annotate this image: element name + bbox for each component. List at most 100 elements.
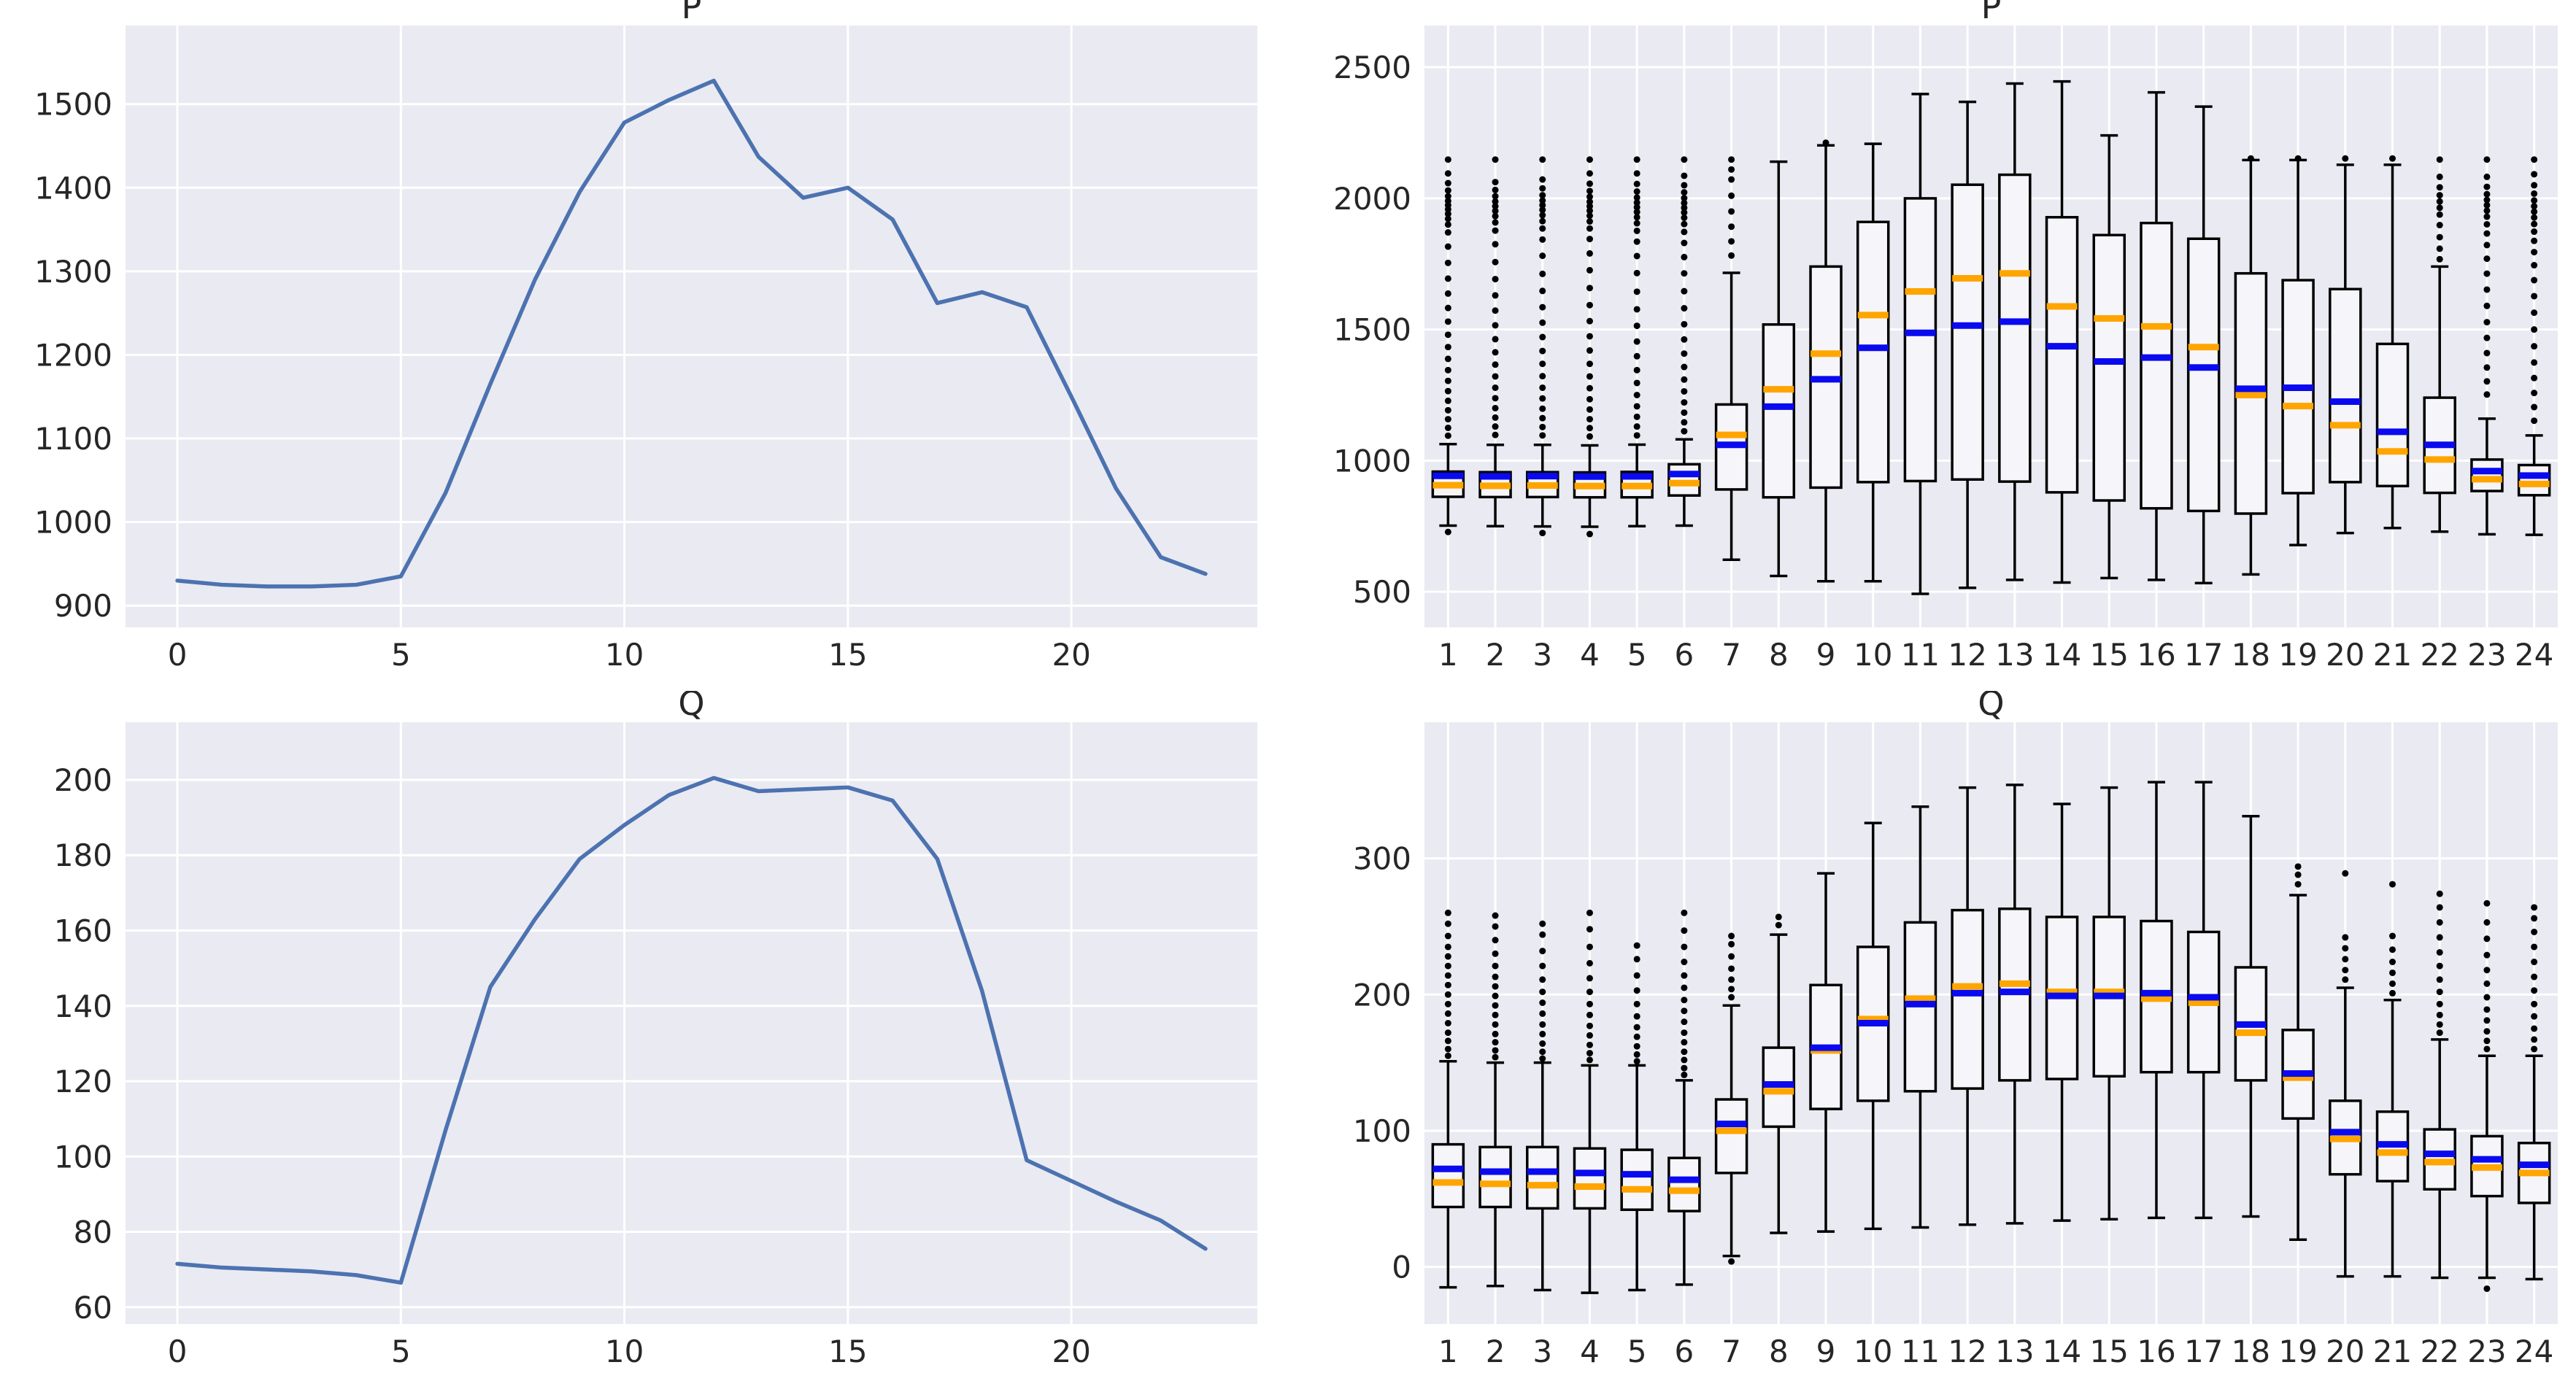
outlier-dot (1539, 405, 1546, 412)
line-series (175, 78, 1208, 589)
outlier-dot (1444, 377, 1451, 384)
outlier-dot (1444, 1052, 1451, 1059)
outlier-dot (2531, 214, 2538, 221)
outlier-dot (1633, 306, 1640, 313)
chart-title: Q (1978, 691, 2004, 723)
outlier-dot (1492, 203, 1499, 210)
outlier-dot (1492, 219, 1499, 226)
outlier-dot (1444, 932, 1451, 940)
box-iqr (2092, 233, 2126, 502)
box-iqr (1714, 1097, 1748, 1175)
outlier-dot (1492, 983, 1499, 990)
outlier-dot (1444, 397, 1451, 404)
outlier-dot (1444, 432, 1451, 439)
outlier-dot (1492, 361, 1499, 368)
outlier-dot (2531, 390, 2538, 397)
box-iqr (1526, 1145, 1559, 1210)
outlier-dot (1633, 220, 1640, 227)
outlier-dot (1492, 258, 1499, 266)
y-tick-label: 200 (54, 762, 112, 797)
outlier-dot (1586, 373, 1593, 380)
x-tick-label: 0 (168, 1334, 188, 1369)
outlier-dot (1444, 991, 1451, 998)
outlier-dot (2531, 262, 2538, 269)
outlier-dot (1444, 290, 1451, 297)
box-group (1478, 156, 1512, 527)
outlier-dot (1539, 1021, 1546, 1028)
outlier-dot (1681, 958, 1688, 965)
outlier-dot (1586, 530, 1593, 538)
x-tick-label: 4 (1580, 637, 1600, 673)
x-tick-label: 10 (1854, 637, 1892, 673)
outlier-dot (1539, 530, 1546, 537)
x-tick-label: 1 (1438, 1334, 1458, 1369)
box-group (1573, 909, 1607, 1294)
outlier-dot (1633, 1024, 1640, 1031)
outlier-dot (2483, 213, 2491, 220)
outlier-dot (2531, 171, 2538, 178)
outlier-dot (2342, 966, 2349, 973)
outlier-dot (1681, 972, 1688, 979)
outlier-dot (2483, 196, 2491, 204)
box-group (2186, 780, 2221, 1219)
x-tick-label: 22 (2421, 1334, 2459, 1369)
y-tick-label: 1300 (34, 254, 112, 290)
outlier-dot (1492, 992, 1499, 999)
outlier-dot (2531, 276, 2538, 284)
x-tick-label: 1 (1438, 637, 1458, 673)
outlier-dot (2531, 343, 2538, 350)
outlier-dot (2294, 862, 2302, 870)
outlier-dot (1444, 187, 1451, 194)
x-tick-label: 6 (1675, 1334, 1694, 1369)
outlier-dot (2436, 948, 2443, 956)
outlier-dot (1444, 1029, 1451, 1036)
outlier-dot (1586, 925, 1593, 932)
outlier-dot (2294, 155, 2302, 162)
outlier-dot (1444, 909, 1451, 916)
outlier-dot (2531, 914, 2538, 921)
box-group (2517, 156, 2551, 536)
outlier-dot (1539, 962, 1546, 970)
outlier-dot (1539, 999, 1546, 1006)
box-iqr (2186, 237, 2221, 513)
outlier-dot (2531, 197, 2538, 204)
plot-area (1424, 26, 2558, 627)
y-tick-label: 500 (1353, 574, 1411, 610)
outlier-dot (1586, 360, 1593, 368)
outlier-dot (2436, 211, 2443, 218)
outlier-dot (1539, 217, 1546, 225)
chart-title: P (1981, 0, 2002, 26)
x-tick-label: 14 (2043, 637, 2081, 673)
outlier-dot (2483, 378, 2491, 385)
outlier-dot (1681, 228, 1688, 236)
x-tick-label: 5 (1627, 637, 1647, 673)
x-tick-label: 15 (2090, 637, 2129, 673)
box-iqr (2045, 216, 2079, 494)
outlier-dot (1633, 403, 1640, 410)
outlier-dot (2436, 233, 2443, 241)
outlier-dot (2531, 220, 2538, 228)
outlier-dot (1586, 180, 1593, 187)
box-group (1478, 912, 1512, 1287)
outlier-dot (1539, 206, 1546, 214)
x-tick-label: 11 (1901, 637, 1940, 673)
outlier-dot (1728, 252, 1735, 259)
outlier-dot (2483, 1027, 2491, 1034)
outlier-dot (1492, 936, 1499, 943)
x-tick-label: 16 (2137, 637, 2175, 673)
x-tick-label: 7 (1721, 637, 1741, 673)
outlier-dot (1633, 180, 1640, 187)
outlier-dot (2389, 881, 2396, 888)
box-group (1620, 156, 1654, 527)
outlier-dot (1728, 176, 1735, 183)
outlier-dot (2294, 881, 2302, 888)
outlier-dot (1681, 189, 1688, 196)
outlier-dot (1444, 424, 1451, 431)
outlier-dot (1444, 943, 1451, 950)
outlier-dot (1444, 304, 1451, 312)
x-tick-label: 21 (2373, 1334, 2412, 1369)
outlier-dot (1633, 204, 1640, 211)
box-iqr (2375, 342, 2410, 487)
outlier-dot (1539, 225, 1546, 232)
